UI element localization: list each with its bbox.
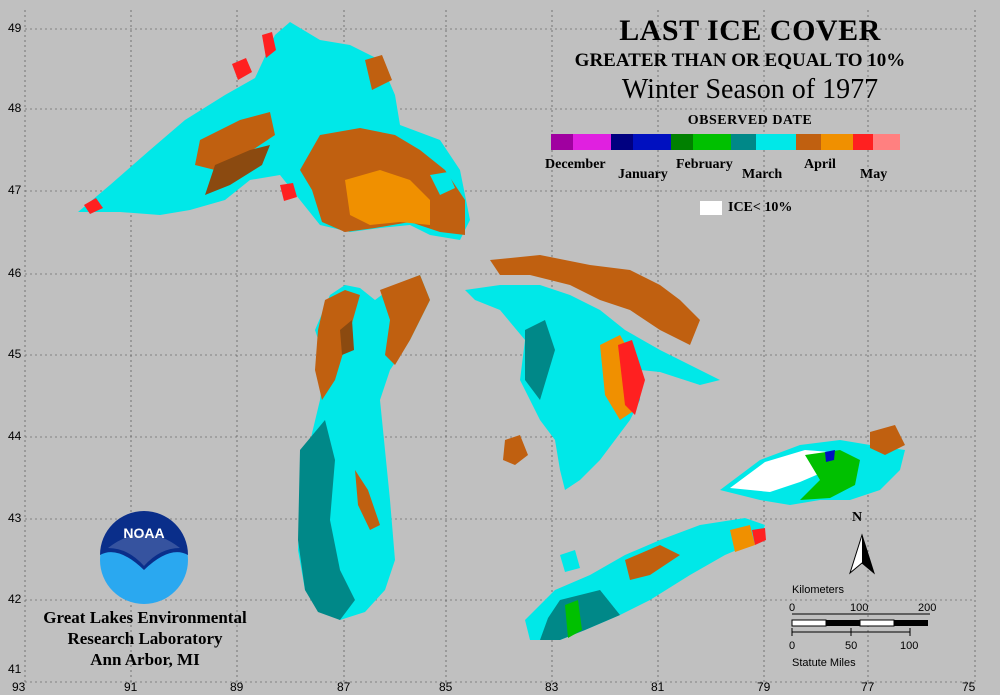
lat-label: 46	[8, 266, 22, 280]
organization-name: Great Lakes Environmental Research Labor…	[20, 607, 270, 670]
legend-label-april: April	[804, 157, 836, 172]
scale-mi-label: Statute Miles	[792, 657, 856, 669]
legend-title: OBSERVED DATE	[687, 113, 813, 128]
legend-label-may: May	[860, 167, 888, 182]
legend-label-march: March	[742, 167, 783, 182]
lon-label: 77	[861, 680, 875, 694]
lon-label: 87	[337, 680, 351, 694]
lat-label: 48	[8, 101, 22, 115]
lat-label: 49	[8, 21, 22, 35]
lat-label: 41	[8, 662, 22, 676]
lon-label: 75	[962, 680, 976, 694]
ice-less-label: ICE< 10%	[728, 200, 793, 215]
scale-mi-tick: 0	[789, 640, 796, 652]
organization-line: Great Lakes Environmental	[43, 608, 247, 627]
lon-label: 83	[545, 680, 559, 694]
lon-label: 89	[230, 680, 244, 694]
lake-ontario	[720, 425, 905, 505]
lat-label: 45	[8, 347, 22, 361]
lake-michigan	[298, 275, 430, 620]
legend-label-january: January	[618, 167, 668, 182]
lon-label: 85	[439, 680, 453, 694]
ice-less-swatch	[700, 201, 722, 215]
lat-label: 43	[8, 511, 22, 525]
north-label: N	[852, 510, 863, 525]
scale-mi-tick: 100	[900, 640, 919, 652]
organization-line: Ann Arbor, MI	[90, 650, 200, 669]
legend-label-december: December	[545, 157, 606, 172]
scale-km-tick: 100	[850, 602, 869, 614]
lon-label: 93	[12, 680, 26, 694]
organization-line: Research Laboratory	[67, 629, 223, 648]
lake-huron	[465, 255, 720, 490]
lat-label: 44	[8, 429, 22, 443]
svg-text:NOAA: NOAA	[123, 525, 164, 541]
scale-km-tick: 0	[789, 602, 796, 614]
north-arrow	[849, 533, 875, 575]
map-title: LAST ICE COVER	[619, 14, 881, 47]
scale-km-label: Kilometers	[792, 584, 844, 596]
noaa-logo: NOAA	[100, 511, 188, 604]
lat-label: 47	[8, 183, 22, 197]
scale-km-tick: 200	[918, 602, 937, 614]
scale-bar	[791, 613, 930, 636]
map-subtitle: GREATER THAN OR EQUAL TO 10%	[574, 50, 906, 71]
lon-label: 79	[757, 680, 771, 694]
scale-mi-tick: 50	[845, 640, 858, 652]
lon-label: 91	[124, 680, 138, 694]
legend-label-february: February	[676, 157, 733, 172]
lake-superior	[78, 22, 470, 240]
lake-erie	[525, 518, 766, 640]
lat-label: 42	[8, 592, 22, 606]
season-title: Winter Season of 1977	[621, 74, 879, 105]
legend-color-bar	[551, 134, 900, 150]
lon-label: 81	[651, 680, 665, 694]
